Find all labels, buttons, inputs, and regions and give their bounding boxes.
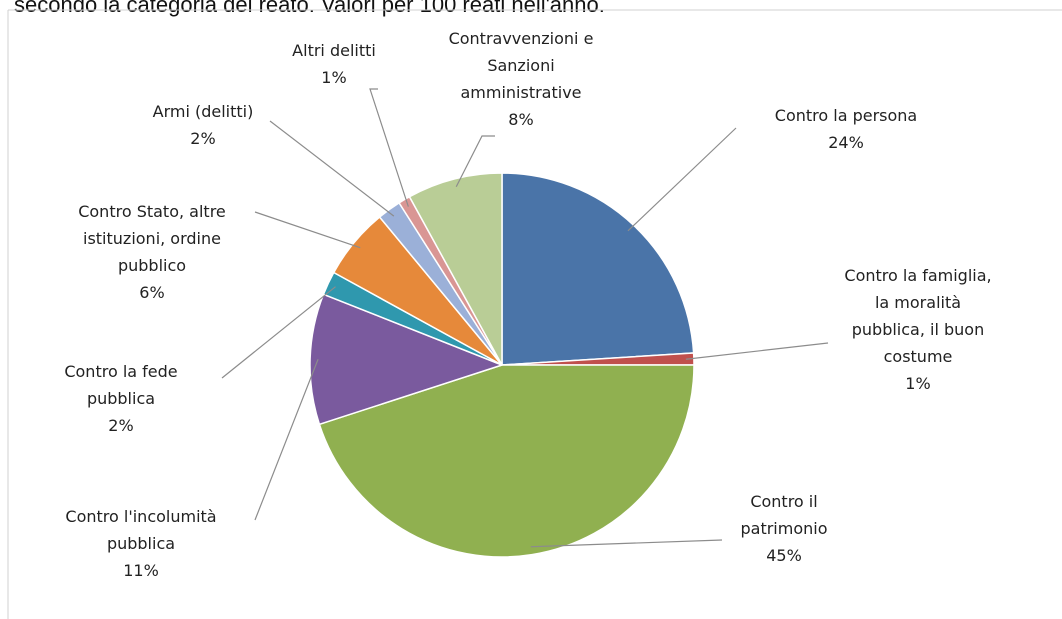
leader-line-4 bbox=[254, 359, 319, 521]
slice-percent: 24% bbox=[828, 133, 864, 152]
leader-line-5 bbox=[221, 286, 336, 379]
slice-label-line: Contravvenzioni e bbox=[449, 29, 594, 48]
slice-percent: 1% bbox=[905, 374, 930, 393]
slice-label-1: Contro la persona 24% bbox=[775, 106, 917, 152]
slice-label-line: Altri delitti bbox=[292, 41, 376, 60]
pie-slice-9 bbox=[408, 172, 503, 366]
leader-line-1 bbox=[627, 127, 737, 232]
slice-label-7: Armi (delitti) 2% bbox=[153, 102, 254, 148]
leader-line-3 bbox=[530, 539, 723, 548]
slice-label-line: Contro il bbox=[750, 492, 817, 511]
slice-percent: 1% bbox=[321, 68, 346, 87]
slice-label-line: pubblica bbox=[107, 534, 175, 553]
slice-label-line: pubblica bbox=[87, 389, 155, 408]
slice-label-4: Contro l'incolumità pubblica 11% bbox=[65, 507, 216, 580]
slice-label-line: Sanzioni bbox=[487, 56, 554, 75]
slice-label-line: Contro la fede bbox=[64, 362, 177, 381]
slice-percent: 2% bbox=[108, 416, 133, 435]
slice-label-line: patrimonio bbox=[740, 519, 827, 538]
chart-title-cut: secondo la categoria del reato. Valori p… bbox=[14, 0, 605, 17]
slice-label-line: Armi (delitti) bbox=[153, 102, 254, 121]
leader-line-9 bbox=[455, 135, 495, 188]
slice-percent: 6% bbox=[139, 283, 164, 302]
slice-label-line: pubblico bbox=[118, 256, 186, 275]
slice-label-3: Contro il patrimonio 45% bbox=[740, 492, 827, 565]
slice-label-line: Contro la famiglia, bbox=[844, 266, 991, 285]
slice-percent: 8% bbox=[508, 110, 533, 129]
slice-label-9: Contravvenzioni e Sanzioni amministrative 8… bbox=[449, 29, 594, 129]
slice-percent: 45% bbox=[766, 546, 802, 565]
slice-percent: 11% bbox=[123, 561, 159, 580]
slice-label-line: amministrative bbox=[460, 83, 581, 102]
slice-label-5: Contro la fede pubblica 2% bbox=[64, 362, 177, 435]
slice-label-line: Contro l'incolumità bbox=[65, 507, 216, 526]
slice-label-2: Contro la famiglia, la moralità pubblica, … bbox=[844, 266, 991, 393]
slice-label-line: Contro la persona bbox=[775, 106, 917, 125]
slice-labels: Contro la persona 24% Contro la famiglia, l… bbox=[64, 29, 991, 580]
leader-line-2 bbox=[685, 342, 829, 360]
slice-label-line: istituzioni, ordine bbox=[83, 229, 221, 248]
leader-lines bbox=[221, 88, 829, 548]
leader-line-7 bbox=[269, 120, 395, 217]
slice-label-8: Altri delitti 1% bbox=[292, 41, 376, 87]
pie-slice-3 bbox=[318, 364, 695, 558]
slice-label-line: la moralità bbox=[875, 293, 961, 312]
pie-slice-1 bbox=[501, 172, 695, 366]
leader-line-8 bbox=[369, 88, 409, 207]
leader-line-6 bbox=[254, 211, 361, 249]
slice-label-line: pubblica, il buon bbox=[852, 320, 984, 339]
slice-label-line: Contro Stato, altre bbox=[78, 202, 226, 221]
slice-label-line: costume bbox=[884, 347, 953, 366]
slice-percent: 2% bbox=[190, 129, 215, 148]
pie-slices bbox=[309, 172, 695, 558]
slice-label-6: Contro Stato, altre istituzioni, ordine pu… bbox=[78, 202, 226, 302]
pie-slice-4 bbox=[309, 293, 505, 426]
